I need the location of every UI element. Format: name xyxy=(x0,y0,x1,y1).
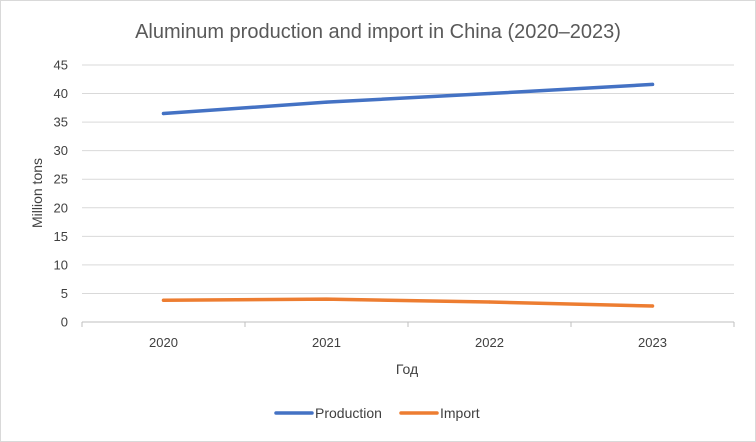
legend-item-import: Import xyxy=(399,405,480,421)
series-lines xyxy=(161,82,655,308)
data-point-import xyxy=(487,300,492,304)
data-point-production xyxy=(487,91,492,96)
data-point-import xyxy=(324,297,329,301)
x-tick-label: 2021 xyxy=(312,335,341,350)
x-axis-title: Год xyxy=(396,361,418,377)
y-tick-label: 5 xyxy=(61,286,68,301)
y-tick-label: 40 xyxy=(54,86,68,101)
x-axis-ticks: 2020 2021 2022 2023 xyxy=(149,335,667,350)
legend-item-production: Production xyxy=(274,405,382,421)
chart-title: Aluminum production and import in China … xyxy=(135,21,621,43)
legend-label: Import xyxy=(440,405,480,421)
legend: Production Import xyxy=(274,405,480,421)
data-point-import xyxy=(650,304,655,308)
y-tick-label: 30 xyxy=(54,143,68,158)
legend-label: Production xyxy=(315,405,382,421)
y-axis-ticks: 0 5 10 15 20 25 30 35 40 45 xyxy=(54,58,68,330)
y-tick-label: 0 xyxy=(61,315,68,330)
data-point-import xyxy=(161,298,166,302)
data-point-production xyxy=(650,82,655,87)
y-axis-title: Million tons xyxy=(29,158,45,228)
y-tick-label: 35 xyxy=(54,115,68,130)
y-tick-label: 20 xyxy=(54,200,68,215)
data-point-production xyxy=(161,111,166,116)
y-tick-label: 45 xyxy=(54,58,68,73)
x-tick-label: 2023 xyxy=(638,335,667,350)
series-line-import xyxy=(161,297,655,308)
series-line-production xyxy=(161,82,655,116)
y-tick-label: 25 xyxy=(54,172,68,187)
data-point-production xyxy=(324,100,329,104)
y-tick-label: 15 xyxy=(54,229,68,244)
x-tick-label: 2022 xyxy=(475,335,504,350)
y-tick-label: 10 xyxy=(54,257,68,272)
x-tick-label: 2020 xyxy=(149,335,178,350)
gridlines xyxy=(81,64,735,327)
